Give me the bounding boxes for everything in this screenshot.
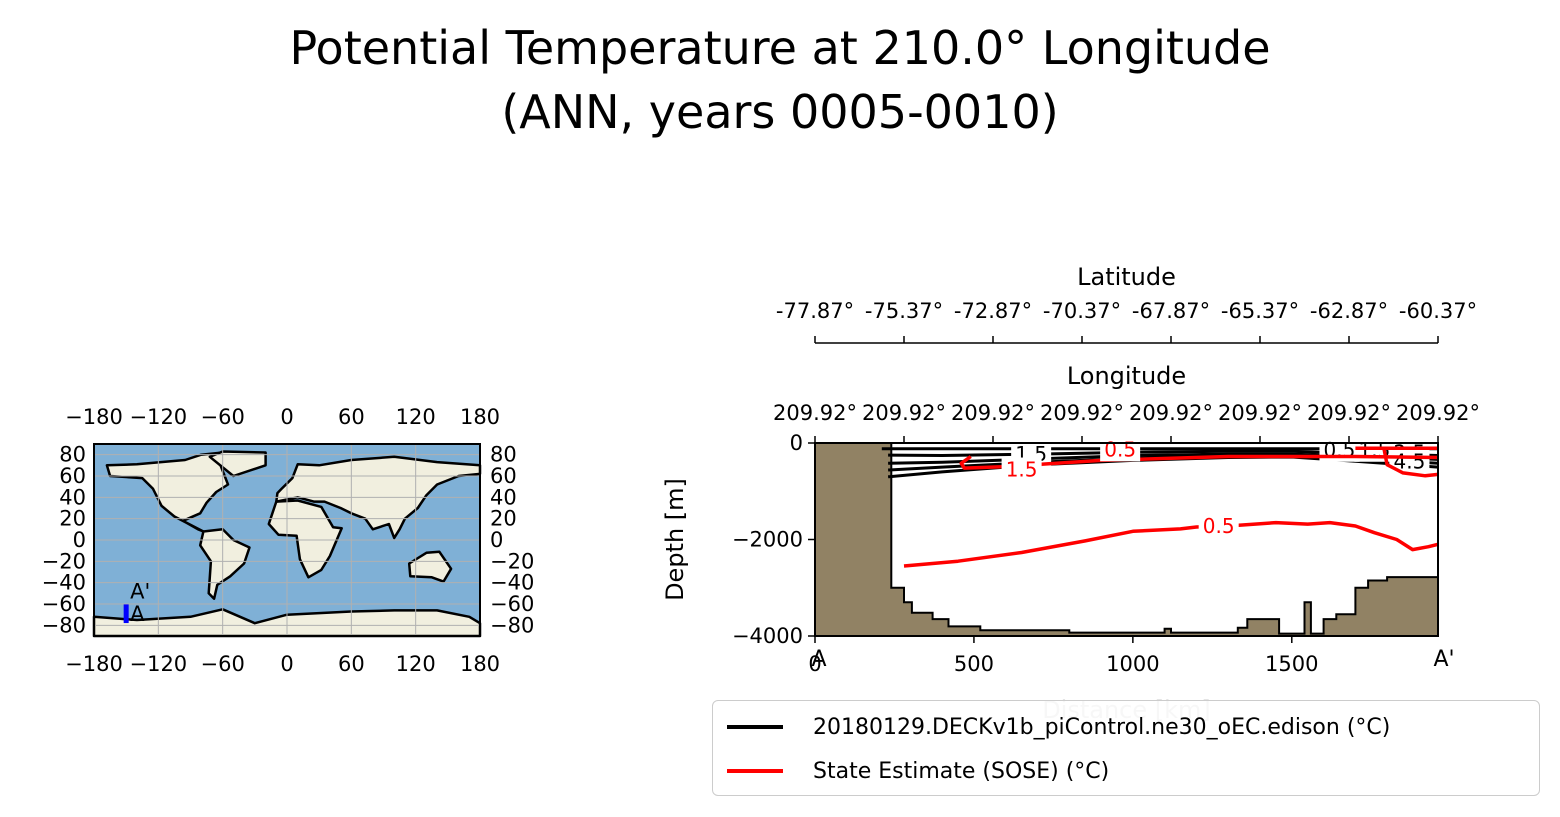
- section-ytick-label: −2000: [732, 528, 803, 552]
- legend-line-obs: [727, 769, 783, 773]
- map-ytick-right: 40: [490, 485, 517, 509]
- map-xtick-bottom: −180: [65, 652, 123, 676]
- contour-1-1: [959, 454, 1439, 470]
- longitude-axis-tick-label: 209.92°: [862, 401, 946, 425]
- figure-title-line1: Potential Temperature at 210.0° Longitud…: [289, 21, 1271, 75]
- latitude-axis-tick-label: -72.87°: [954, 299, 1032, 323]
- map-ytick-right: 20: [490, 507, 517, 531]
- latitude-axis-title: Latitude: [1077, 263, 1176, 291]
- section-start-label: A: [811, 647, 826, 672]
- contour-label-1-2: 0.5: [1104, 437, 1136, 461]
- map-xtick-top: −120: [129, 405, 187, 429]
- map-ytick-left: −60: [42, 592, 86, 616]
- longitude-axis-tick-label: 209.92°: [1218, 401, 1302, 425]
- map-xtick-bottom: 180: [460, 652, 500, 676]
- map-ytick-right: 60: [490, 464, 517, 488]
- latitude-axis-tick-label: -75.37°: [865, 299, 943, 323]
- map-ytick-right: 80: [490, 443, 517, 467]
- latitude-axis-tick-label: -70.37°: [1043, 299, 1121, 323]
- longitude-axis-title: Longitude: [1067, 362, 1186, 390]
- map-ytick-left: 0: [73, 528, 86, 552]
- latitude-axis-tick-label: -77.87°: [776, 299, 854, 323]
- section-xtick-label: 1500: [1265, 652, 1318, 676]
- map-land-4: [208, 450, 267, 478]
- map-ytick-right: −20: [490, 549, 534, 573]
- latitude-axis-tick-label: -60.37°: [1399, 299, 1477, 323]
- longitude-axis-tick-label: 209.92°: [951, 401, 1035, 425]
- legend-line-model: [727, 725, 783, 729]
- legend-entry-model: 20180129.DECKv1b_piControl.ne30_oEC.edis…: [727, 707, 1390, 747]
- contour-1-0: [903, 520, 1439, 568]
- section-xtick-label: 500: [954, 652, 994, 676]
- latitude-axis-tick-label: -67.87°: [1132, 299, 1210, 323]
- map-xtick-top: −180: [65, 405, 123, 429]
- section-ytick-label: 0: [790, 431, 803, 455]
- contour-label-bg: [1001, 457, 1042, 482]
- longitude-axis-tick-label: 209.92°: [1040, 401, 1124, 425]
- map-xtick-top: 120: [396, 405, 436, 429]
- figure-title-line2: (ANN, years 0005-0010): [501, 85, 1059, 139]
- map-section-start-label: A: [130, 602, 145, 626]
- map-ytick-right: −40: [490, 571, 534, 595]
- section-xtick-label: 1000: [1106, 652, 1159, 676]
- map-xtick-bottom: −60: [201, 652, 245, 676]
- bathymetry-fill: [814, 442, 1439, 637]
- contour-label-1-1: 1.5: [1006, 458, 1038, 482]
- legend-label-obs: State Estimate (SOSE) (°C): [813, 758, 1110, 784]
- map-xtick-bottom: 60: [338, 652, 365, 676]
- legend: 20180129.DECKv1b_piControl.ne30_oEC.edis…: [712, 700, 1540, 796]
- map-xtick-top: 0: [280, 405, 293, 429]
- map-ytick-right: −60: [490, 592, 534, 616]
- map-ytick-left: −20: [42, 549, 86, 573]
- contour-label-1-0: 0.5: [1203, 514, 1235, 538]
- latitude-axis-tick-label: -65.37°: [1221, 299, 1299, 323]
- map-section-end-label: A': [130, 579, 150, 603]
- map-ytick-left: −40: [42, 571, 86, 595]
- map-ytick-left: 40: [59, 485, 86, 509]
- longitude-axis-tick-label: 209.92°: [773, 401, 857, 425]
- map-xtick-bottom: 120: [396, 652, 436, 676]
- map-ytick-left: 80: [59, 443, 86, 467]
- map-ytick-left: 20: [59, 507, 86, 531]
- legend-label-model: 20180129.DECKv1b_piControl.ne30_oEC.edis…: [813, 714, 1391, 740]
- section-ylabel: Depth [m]: [661, 478, 689, 601]
- contour-label-bg: [1100, 437, 1141, 462]
- legend-entry-obs: State Estimate (SOSE) (°C): [727, 751, 1109, 791]
- map-xtick-top: 60: [338, 405, 365, 429]
- map-xtick-bottom: −120: [129, 652, 187, 676]
- section-end-label: A': [1433, 647, 1454, 672]
- map-frame: [93, 443, 481, 637]
- map-ytick-left: 60: [59, 464, 86, 488]
- latitude-axis-tick-label: -62.87°: [1310, 299, 1388, 323]
- map-xtick-top: 180: [460, 405, 500, 429]
- section-xtick-label: 0: [808, 652, 821, 676]
- map-ytick-right: −80: [490, 613, 534, 637]
- section-ytick-label: −4000: [732, 624, 803, 648]
- map-land-5: [407, 550, 453, 583]
- map-ytick-left: −80: [42, 613, 86, 637]
- longitude-axis-tick-label: 209.92°: [1307, 401, 1391, 425]
- contour-1-3: [1382, 448, 1439, 478]
- longitude-axis-tick-label: 209.92°: [1396, 401, 1480, 425]
- map-xtick-bottom: 0: [280, 652, 293, 676]
- map-land-1: [198, 528, 251, 600]
- map-xtick-top: −60: [201, 405, 245, 429]
- longitude-axis-tick-label: 209.92°: [1129, 401, 1213, 425]
- map-ytick-right: 0: [490, 528, 503, 552]
- contour-label-bg: [1198, 513, 1239, 538]
